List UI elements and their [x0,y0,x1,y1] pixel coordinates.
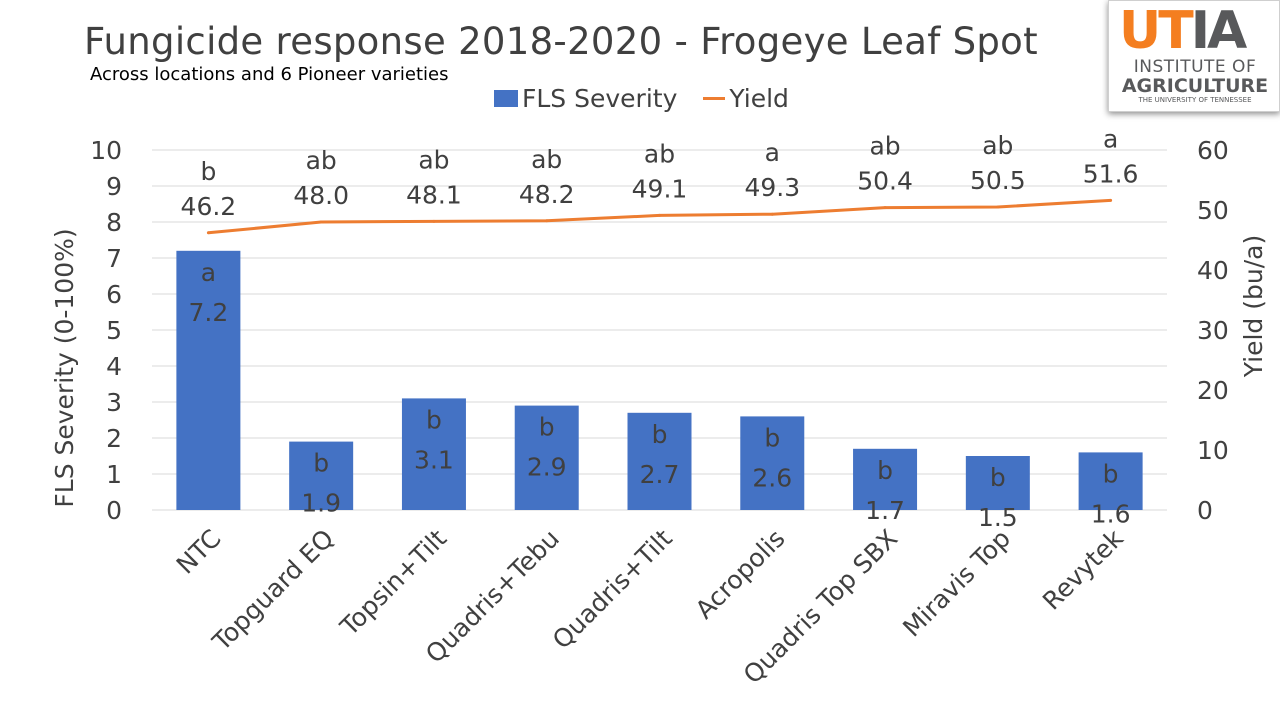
line-value-label: 49.1 [632,174,688,203]
line-value-label: 50.4 [857,167,913,196]
logo-line-university: THE UNIVERSITY OF TENNESSEE [1138,96,1252,104]
y2-tick-label: 40 [1197,256,1229,285]
legend-label-fls-severity: FLS Severity [522,84,678,113]
x-tick-label: Topguard EQ [206,524,339,657]
bar [176,250,241,511]
bar [627,412,692,510]
legend-label-yield: Yield [729,84,789,113]
chart-subtitle: Across locations and 6 Pioneer varieties [90,64,449,85]
bar-letter-label: b [426,405,442,434]
bar [965,456,1030,510]
line-value-label: 48.0 [293,181,349,210]
y2-tick-label: 0 [1197,496,1213,525]
line-point [658,213,661,217]
line-letter-label: ab [982,131,1013,160]
line-value-label: 49.3 [744,173,800,202]
bar-value-label: 1.6 [1091,499,1131,528]
y2-tick-label: 20 [1197,376,1229,405]
bar [740,416,805,510]
line-letter-label: ab [306,146,337,175]
y-axis-title: FLS Severity (0-100%) [50,228,79,507]
bar [514,405,579,510]
y2-tick-label: 30 [1197,316,1229,345]
line-value-label: 48.2 [519,180,575,209]
line-letter-label: ab [418,145,449,174]
y-tick-label: 0 [106,496,122,525]
line-value-label: 50.5 [970,166,1026,195]
x-tick-label: Miravis Top [897,524,1016,643]
bar-value-label: 7.2 [189,298,229,327]
line-letter-label: ab [531,145,562,174]
y-tick-label: 2 [106,424,122,453]
line-value-label: 48.1 [406,180,462,209]
line-point [206,231,210,235]
y-tick-label: 10 [90,136,122,165]
line-point [1109,198,1113,202]
y2-axis-title: Yield (bu/a) [1239,235,1268,378]
bar [1078,452,1143,510]
y-tick-label: 5 [106,316,122,345]
y-tick-label: 4 [106,352,122,381]
line-letter-label: b [200,157,216,186]
bar-letter-label: b [539,413,555,442]
bar-value-label: 3.1 [414,445,454,474]
bar-value-label: 1.7 [865,496,905,525]
y-tick-label: 9 [106,172,122,201]
y-tick-label: 7 [106,244,122,273]
y2-tick-label: 50 [1197,196,1229,225]
line-point [996,205,1000,209]
bar-value-label: 1.9 [301,489,341,518]
line-point [319,220,323,224]
line-point [545,219,549,223]
x-tick-label: Revytek [1037,523,1129,615]
bar-value-label: 2.6 [752,463,792,492]
line-point [770,212,774,216]
y-tick-label: 3 [106,388,122,417]
bar-value-label: 1.5 [978,503,1018,532]
bar-letter-label: b [990,463,1006,492]
chart-title: Fungicide response 2018-2020 - Frogeye L… [84,20,1038,63]
x-tick-label: Acropolis [690,524,791,625]
line-point [432,219,436,223]
line-value-label: 46.2 [181,192,237,221]
y-tick-label: 1 [106,460,122,489]
logo-line-agriculture: AGRICULTURE [1121,75,1269,97]
bar-letter-label: a [201,258,216,287]
bar-letter-label: b [764,423,780,452]
line-letter-label: ab [869,132,900,161]
institute-logo: UTIA INSTITUTE OF AGRICULTURE THE UNIVER… [1108,0,1280,112]
y2-tick-label: 60 [1197,136,1229,165]
bar-letter-label: b [313,449,329,478]
y2-tick-label: 10 [1197,436,1229,465]
bar-letter-label: b [1103,459,1119,488]
line-letter-label: ab [644,139,675,168]
y-tick-label: 8 [106,208,122,237]
line-value-label: 51.6 [1083,159,1139,188]
x-tick-label: Topsin+Tilt [334,524,452,642]
x-tick-label: NTC [171,524,227,580]
legend-swatch-fls-severity [494,90,518,107]
line-letter-label: a [765,138,780,167]
line-point [883,206,887,210]
y-tick-label: 6 [106,280,122,309]
bar-letter-label: b [877,456,893,485]
legend: FLS Severity Yield [494,84,789,113]
bar-value-label: 2.9 [527,453,567,482]
x-tick-label: Quadris+Tilt [547,524,678,655]
logo-line-institute: INSTITUTE OF [1133,57,1257,77]
legend-swatch-yield [703,97,726,100]
bar-letter-label: b [652,420,668,449]
bar-value-label: 2.7 [640,460,680,489]
bar [289,441,354,510]
line-letter-label: a [1103,124,1118,153]
bar [401,398,466,510]
bar [853,448,918,510]
utia-logo-mark: UTIA [1119,1,1247,61]
